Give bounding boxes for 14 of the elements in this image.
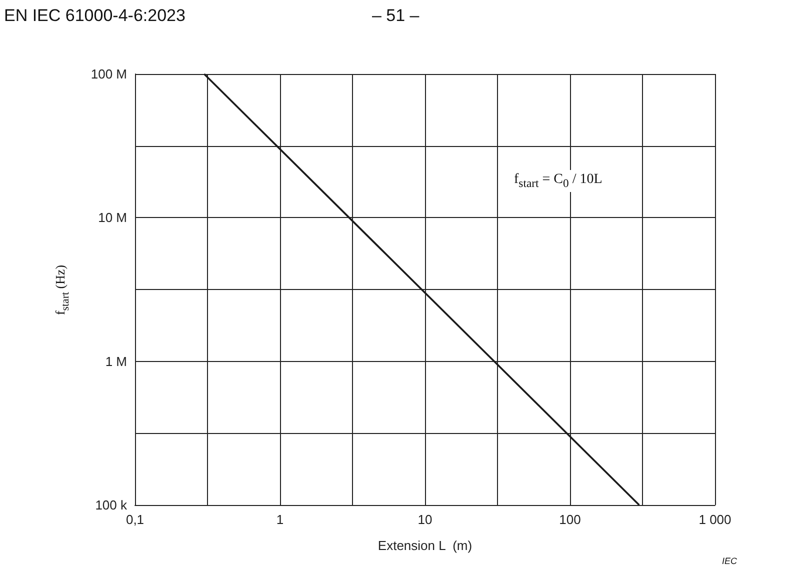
text: IEC (722, 556, 738, 566)
y-tick-label: 10 M (98, 210, 127, 226)
x-axis-title: Extension L (m) (378, 538, 472, 553)
x-tick-label: 0,1 (126, 512, 144, 527)
y-tick-label: 1 M (105, 354, 127, 369)
x-tick-label: 1 000 (698, 512, 732, 527)
text: – 51 – (372, 6, 420, 26)
text: EN IEC 61000-4-6:2023 (4, 6, 186, 26)
x-tick-label: 100 (559, 512, 581, 527)
x-tick-label: 1 (276, 512, 284, 527)
annotation: f$_{start}$ = C$_{0}$ / 10L (510, 170, 606, 192)
x-tick-label: 10 (418, 512, 432, 527)
y-tick-label: 100 M (90, 66, 127, 82)
y-tick-label: 100 k (95, 498, 128, 512)
